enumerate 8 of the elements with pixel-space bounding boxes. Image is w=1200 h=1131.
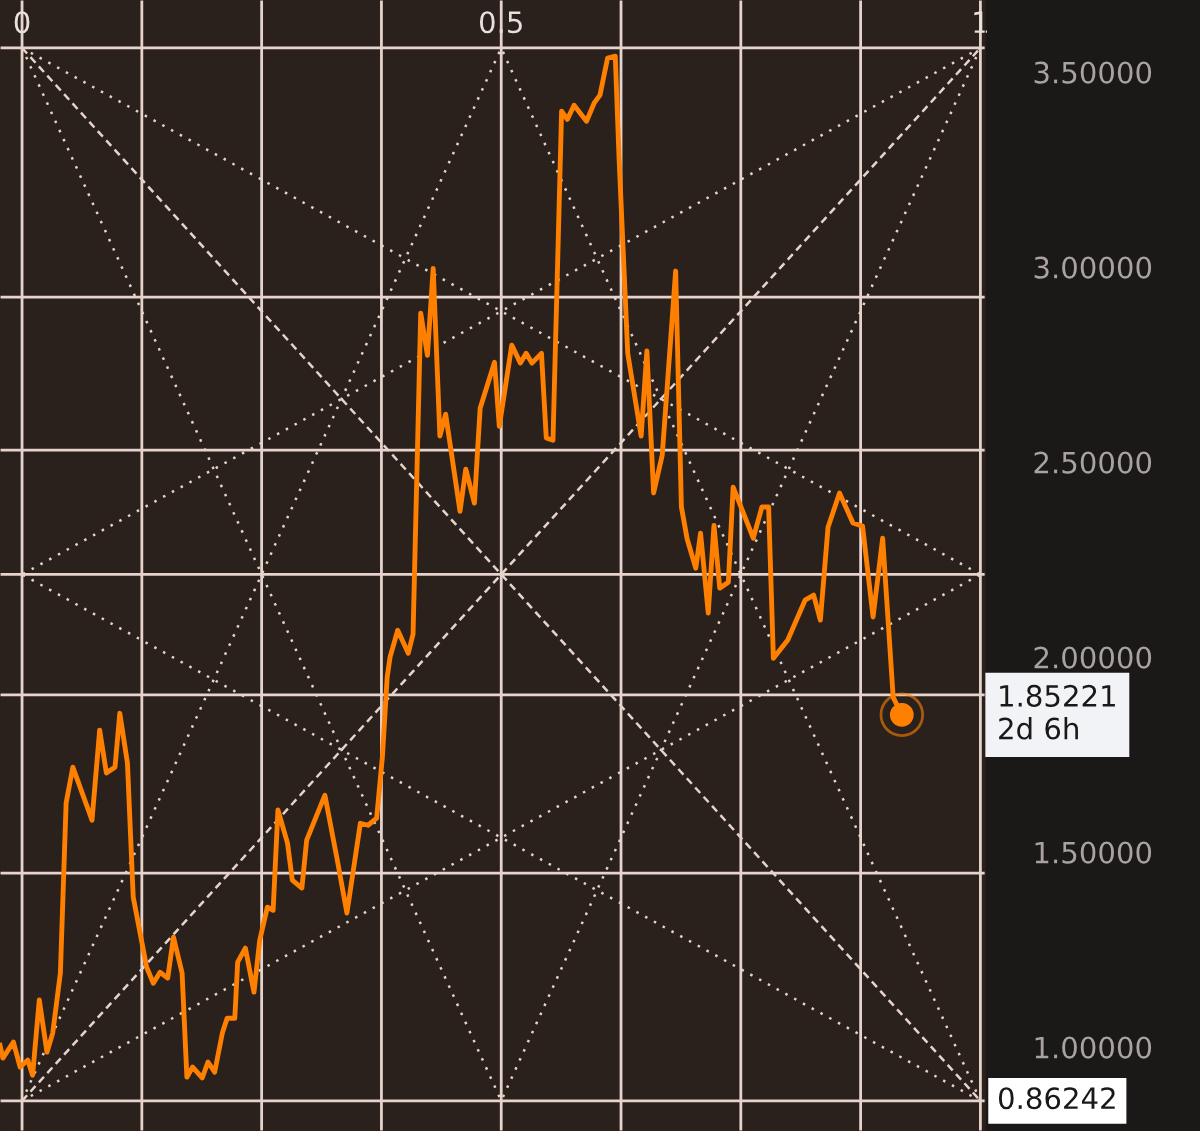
y-tick-label: 1.50000	[1035, 841, 1152, 864]
text: 1.85221 2d 6h	[999, 684, 1115, 740]
y-tick-label: 3.50000	[1034, 61, 1152, 84]
ref-line-label: 0.86242	[998, 1087, 1115, 1110]
y-tick-label: 2.00000	[1034, 646, 1152, 669]
y-tick-label: 2.50000	[1034, 451, 1152, 474]
y-tick-label: 3.00000	[1034, 256, 1152, 279]
y-tick-label: 1.00000	[1035, 1036, 1152, 1059]
